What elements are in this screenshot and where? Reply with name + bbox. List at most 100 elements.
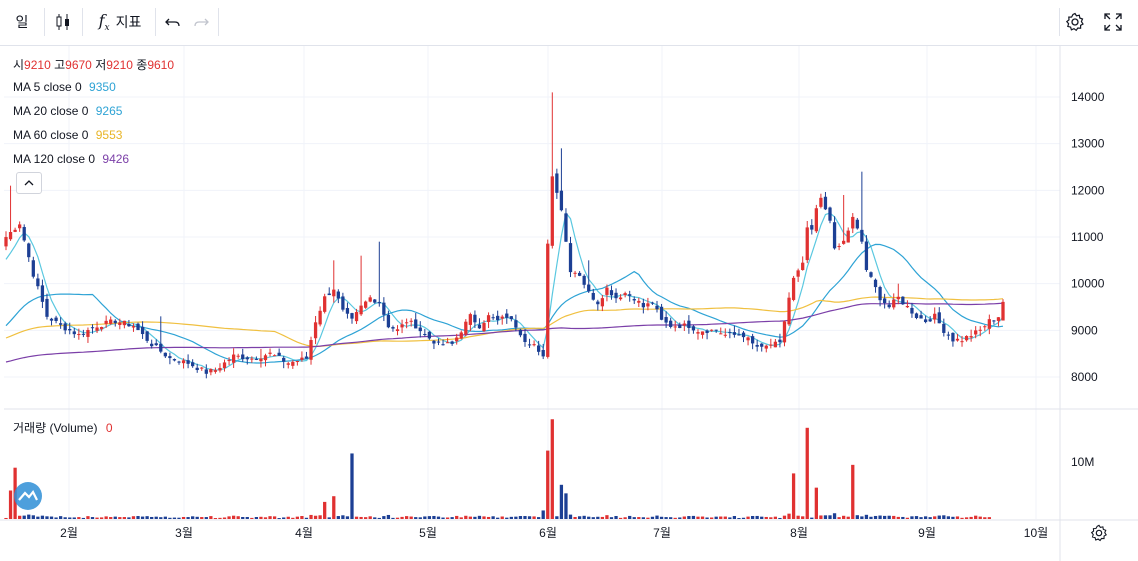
volume-bar — [905, 517, 910, 519]
candle-body — [778, 339, 782, 343]
candle-body — [960, 341, 964, 343]
candle-body — [436, 341, 441, 343]
volume-bar — [31, 515, 35, 519]
candle — [58, 317, 63, 329]
candle — [181, 358, 186, 369]
volume-bar — [150, 516, 154, 519]
volume-bar — [778, 517, 782, 519]
low-value: 9210 — [106, 58, 133, 72]
candle-body — [213, 370, 218, 372]
candle-body — [250, 358, 254, 360]
candle-body — [400, 324, 404, 328]
candle-body — [618, 297, 623, 300]
candle-body — [537, 345, 541, 352]
candle — [969, 329, 973, 342]
candle-body — [605, 287, 609, 295]
candle-body — [746, 337, 750, 341]
chart-type-button[interactable] — [50, 6, 76, 38]
candle-body — [63, 323, 67, 331]
candle — [600, 295, 605, 312]
interval-button[interactable]: 일 — [6, 6, 38, 38]
candle — [432, 340, 436, 350]
candle-body — [987, 319, 991, 329]
candle — [72, 327, 76, 338]
candle-body — [122, 320, 127, 326]
fullscreen-icon — [1104, 13, 1122, 31]
volume-legend[interactable]: 거래량 (Volume) 0 — [13, 419, 113, 436]
volume-bar — [341, 515, 345, 519]
candle-body — [887, 304, 891, 308]
volume-bar — [245, 516, 249, 519]
candle-body — [760, 343, 764, 347]
volume-value: 0 — [105, 421, 113, 435]
volume-bar — [277, 518, 281, 520]
volume-bar — [814, 487, 818, 519]
volume-bar — [509, 516, 513, 519]
candle — [782, 320, 787, 347]
volume-bar — [263, 517, 268, 519]
volume-bar — [250, 517, 254, 519]
candle-body — [782, 321, 787, 343]
volume-bar — [646, 517, 650, 519]
candle — [18, 221, 22, 232]
candle — [828, 206, 832, 224]
volume-bar — [227, 516, 231, 519]
candle-body — [514, 320, 518, 328]
candle-body — [1001, 301, 1005, 321]
ma120-legend[interactable]: MA 120 close 0 9426 — [13, 152, 129, 166]
candle — [696, 329, 700, 340]
candle — [22, 224, 26, 242]
candle-body — [764, 345, 768, 349]
candle-body — [477, 324, 482, 329]
undo-button[interactable] — [162, 6, 184, 38]
candle-body — [846, 230, 850, 243]
candle — [268, 348, 272, 357]
candle — [664, 311, 668, 328]
candle — [414, 313, 418, 329]
volume-bar — [755, 515, 759, 519]
redo-button[interactable] — [190, 6, 212, 38]
volume-bar — [95, 517, 99, 519]
candle-body — [382, 302, 386, 315]
candle — [131, 323, 136, 332]
collapse-legend-button[interactable] — [16, 172, 42, 194]
volume-bar — [54, 517, 58, 519]
volume-bar — [537, 517, 541, 519]
candle-body — [896, 296, 900, 300]
candle — [109, 316, 113, 325]
fullscreen-button[interactable] — [1101, 6, 1125, 38]
candle — [336, 289, 340, 304]
volume-bar — [732, 516, 737, 519]
candle — [673, 320, 677, 332]
indicators-button[interactable]: fx 지표 — [90, 6, 150, 38]
close-value: 9610 — [147, 58, 175, 72]
candle-body — [559, 190, 564, 211]
candle-body — [309, 340, 313, 360]
candle — [764, 344, 768, 353]
axis-settings-button[interactable] — [1090, 524, 1108, 542]
volume-bar — [323, 501, 327, 519]
time-tick-label: 10월 — [1024, 526, 1048, 540]
chart-grid — [0, 46, 1138, 561]
toolbar-divider — [44, 8, 45, 36]
volume-bar — [213, 518, 218, 520]
candle — [650, 301, 655, 305]
candle-body — [996, 317, 1001, 321]
volume-bar — [969, 516, 973, 519]
candle-body — [609, 290, 614, 296]
settings-button[interactable] — [1063, 6, 1087, 38]
candle-body — [391, 327, 395, 329]
candle — [450, 340, 454, 346]
volume-bar — [395, 517, 400, 519]
ma20-legend[interactable]: MA 20 close 0 9265 — [13, 104, 122, 118]
candle-body — [910, 307, 914, 314]
ma60-legend[interactable]: MA 60 close 0 9553 — [13, 128, 122, 142]
candle — [263, 353, 268, 367]
candle-body — [669, 320, 673, 327]
ma5-legend[interactable]: MA 5 close 0 9350 — [13, 80, 116, 94]
candle-body — [732, 332, 737, 335]
volume-bar — [191, 516, 195, 519]
candle-body — [828, 207, 832, 221]
candle — [259, 349, 263, 368]
